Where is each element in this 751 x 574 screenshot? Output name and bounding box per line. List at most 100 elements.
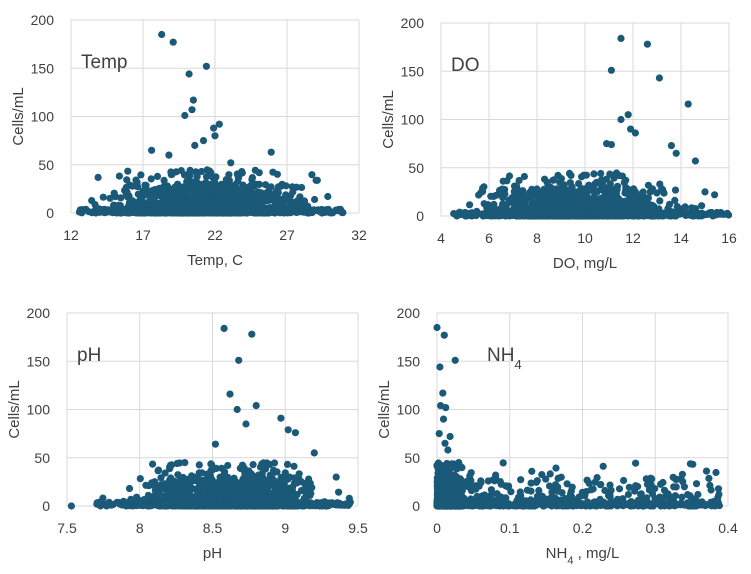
data-point — [181, 186, 189, 194]
data-point-outlier — [284, 426, 292, 434]
data-point-outlier — [310, 449, 318, 457]
data-point — [124, 167, 132, 175]
y-tick-label: 50 — [404, 450, 420, 466]
y-tick-label: 0 — [412, 498, 420, 514]
data-point — [188, 184, 197, 193]
data-point — [522, 194, 531, 202]
data-point — [242, 501, 250, 509]
x-tick-label: 22 — [207, 227, 223, 243]
data-point — [528, 467, 536, 475]
x-tick-label: 8 — [136, 520, 144, 536]
data-point — [208, 188, 216, 196]
data-point — [511, 202, 519, 210]
data-point-outlier — [684, 100, 692, 108]
data-point — [597, 480, 605, 489]
data-point — [488, 211, 496, 219]
data-point — [208, 183, 216, 191]
data-point — [218, 180, 226, 188]
data-point — [180, 192, 188, 200]
data-point-outlier — [332, 473, 340, 481]
x-tick-label: 7.5 — [57, 520, 77, 536]
data-point-outlier — [617, 115, 625, 124]
x-tick-label: 12 — [63, 227, 79, 243]
data-point — [252, 180, 260, 188]
data-point-outlier — [67, 502, 75, 510]
data-point — [554, 474, 562, 482]
x-tick-label: 0.3 — [646, 520, 666, 536]
data-point — [173, 459, 181, 468]
data-point — [195, 208, 203, 216]
data-point — [222, 176, 230, 184]
data-point — [527, 487, 535, 495]
data-point — [154, 467, 162, 475]
data-point — [136, 475, 144, 483]
data-point — [122, 186, 130, 194]
data-point — [142, 187, 150, 195]
data-point — [516, 188, 524, 196]
data-point — [142, 209, 150, 217]
data-point — [563, 194, 571, 202]
data-point-outlier — [165, 151, 173, 159]
data-point — [181, 459, 189, 467]
data-point — [238, 461, 247, 469]
data-point — [109, 206, 117, 214]
data-point-outlier — [667, 142, 676, 150]
data-point — [526, 208, 534, 217]
data-point — [242, 471, 250, 479]
data-point — [495, 190, 503, 198]
data-point — [302, 490, 310, 498]
data-point — [193, 492, 201, 500]
data-point — [295, 208, 303, 216]
data-point — [227, 188, 235, 196]
data-point — [260, 192, 268, 200]
data-point — [207, 488, 215, 496]
data-point — [698, 202, 706, 210]
data-point-outlier — [277, 414, 285, 422]
data-point — [583, 194, 591, 202]
y-tick-label: 0 — [42, 498, 50, 514]
data-point — [218, 199, 226, 207]
data-point — [577, 192, 585, 200]
data-point — [239, 181, 247, 189]
y-tick-label: 50 — [38, 157, 54, 173]
data-point — [167, 208, 176, 216]
data-point — [725, 211, 733, 219]
data-point — [527, 479, 535, 487]
data-point — [517, 476, 525, 484]
data-point — [615, 172, 623, 180]
data-point-outlier — [220, 324, 228, 332]
data-point — [270, 466, 278, 474]
y-tick-label: 100 — [31, 109, 55, 125]
data-point — [197, 190, 205, 198]
data-point — [456, 208, 464, 216]
panel-title: DO — [451, 55, 480, 76]
data-point — [299, 500, 307, 508]
data-point — [280, 476, 289, 484]
x-tick-label: 0.4 — [718, 520, 738, 536]
data-point-outlier — [158, 30, 166, 39]
data-point-outlier — [148, 146, 156, 154]
data-point — [174, 197, 182, 205]
data-point-outlier — [189, 96, 197, 104]
data-point-outlier — [624, 111, 632, 119]
x-tick-label: 8 — [533, 230, 541, 246]
y-tick-label: 200 — [31, 12, 55, 28]
data-point — [543, 211, 551, 219]
data-point — [160, 176, 168, 184]
data-point — [575, 180, 583, 188]
data-point — [105, 499, 113, 507]
data-point — [598, 209, 606, 218]
data-point — [125, 484, 134, 493]
data-point — [248, 174, 256, 182]
data-point — [624, 490, 633, 499]
y-tick-label: 50 — [34, 450, 50, 466]
y-tick-label: 200 — [27, 305, 51, 321]
data-point — [137, 195, 145, 203]
data-point — [673, 209, 682, 217]
data-point — [644, 181, 653, 189]
data-point — [569, 212, 578, 220]
data-point — [646, 209, 654, 218]
data-point — [709, 211, 717, 219]
data-point — [499, 459, 507, 467]
